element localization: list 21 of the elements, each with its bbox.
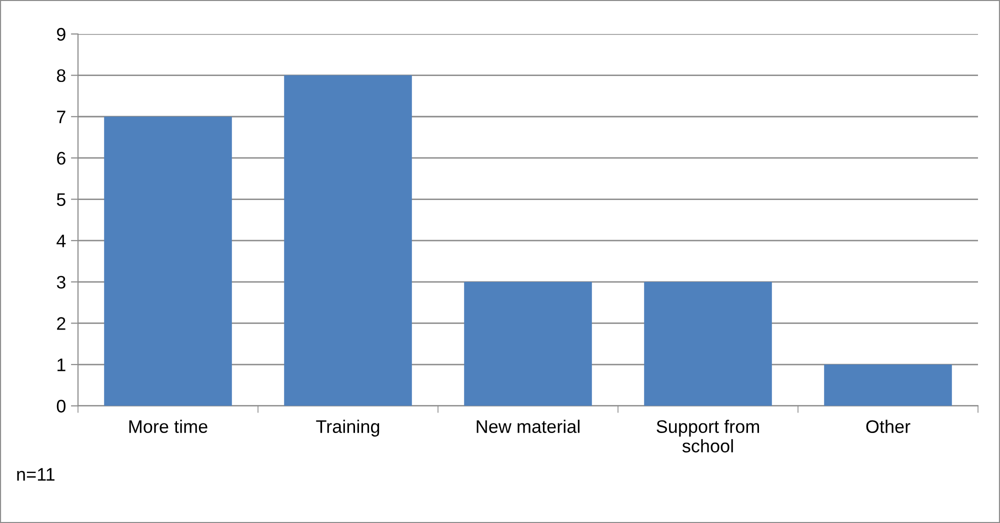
- bar: [464, 282, 592, 406]
- bar: [824, 364, 952, 406]
- y-tick-label: 2: [57, 317, 66, 330]
- x-tick-label: Training: [316, 420, 380, 437]
- x-tick-label: More time: [129, 420, 208, 433]
- y-tick-label: 9: [57, 28, 66, 41]
- bar: [644, 282, 772, 406]
- bar: [284, 75, 412, 406]
- x-tick-label: Other: [866, 420, 910, 433]
- y-tick-label: 5: [56, 193, 66, 206]
- y-tick-label: 6: [57, 152, 66, 165]
- y-tick-label: 4: [56, 234, 66, 248]
- x-tick-label: New material: [476, 420, 580, 433]
- y-tick-label: 7: [57, 110, 66, 124]
- y-tick-label: 0: [56, 400, 66, 413]
- y-tick-label: 3: [56, 276, 66, 289]
- x-tick-label: Support from school: [656, 420, 759, 452]
- y-tick-label: 8: [56, 69, 66, 82]
- bar: [104, 116, 232, 406]
- y-tick-label: 1: [58, 358, 66, 372]
- text: n=11: [17, 468, 54, 481]
